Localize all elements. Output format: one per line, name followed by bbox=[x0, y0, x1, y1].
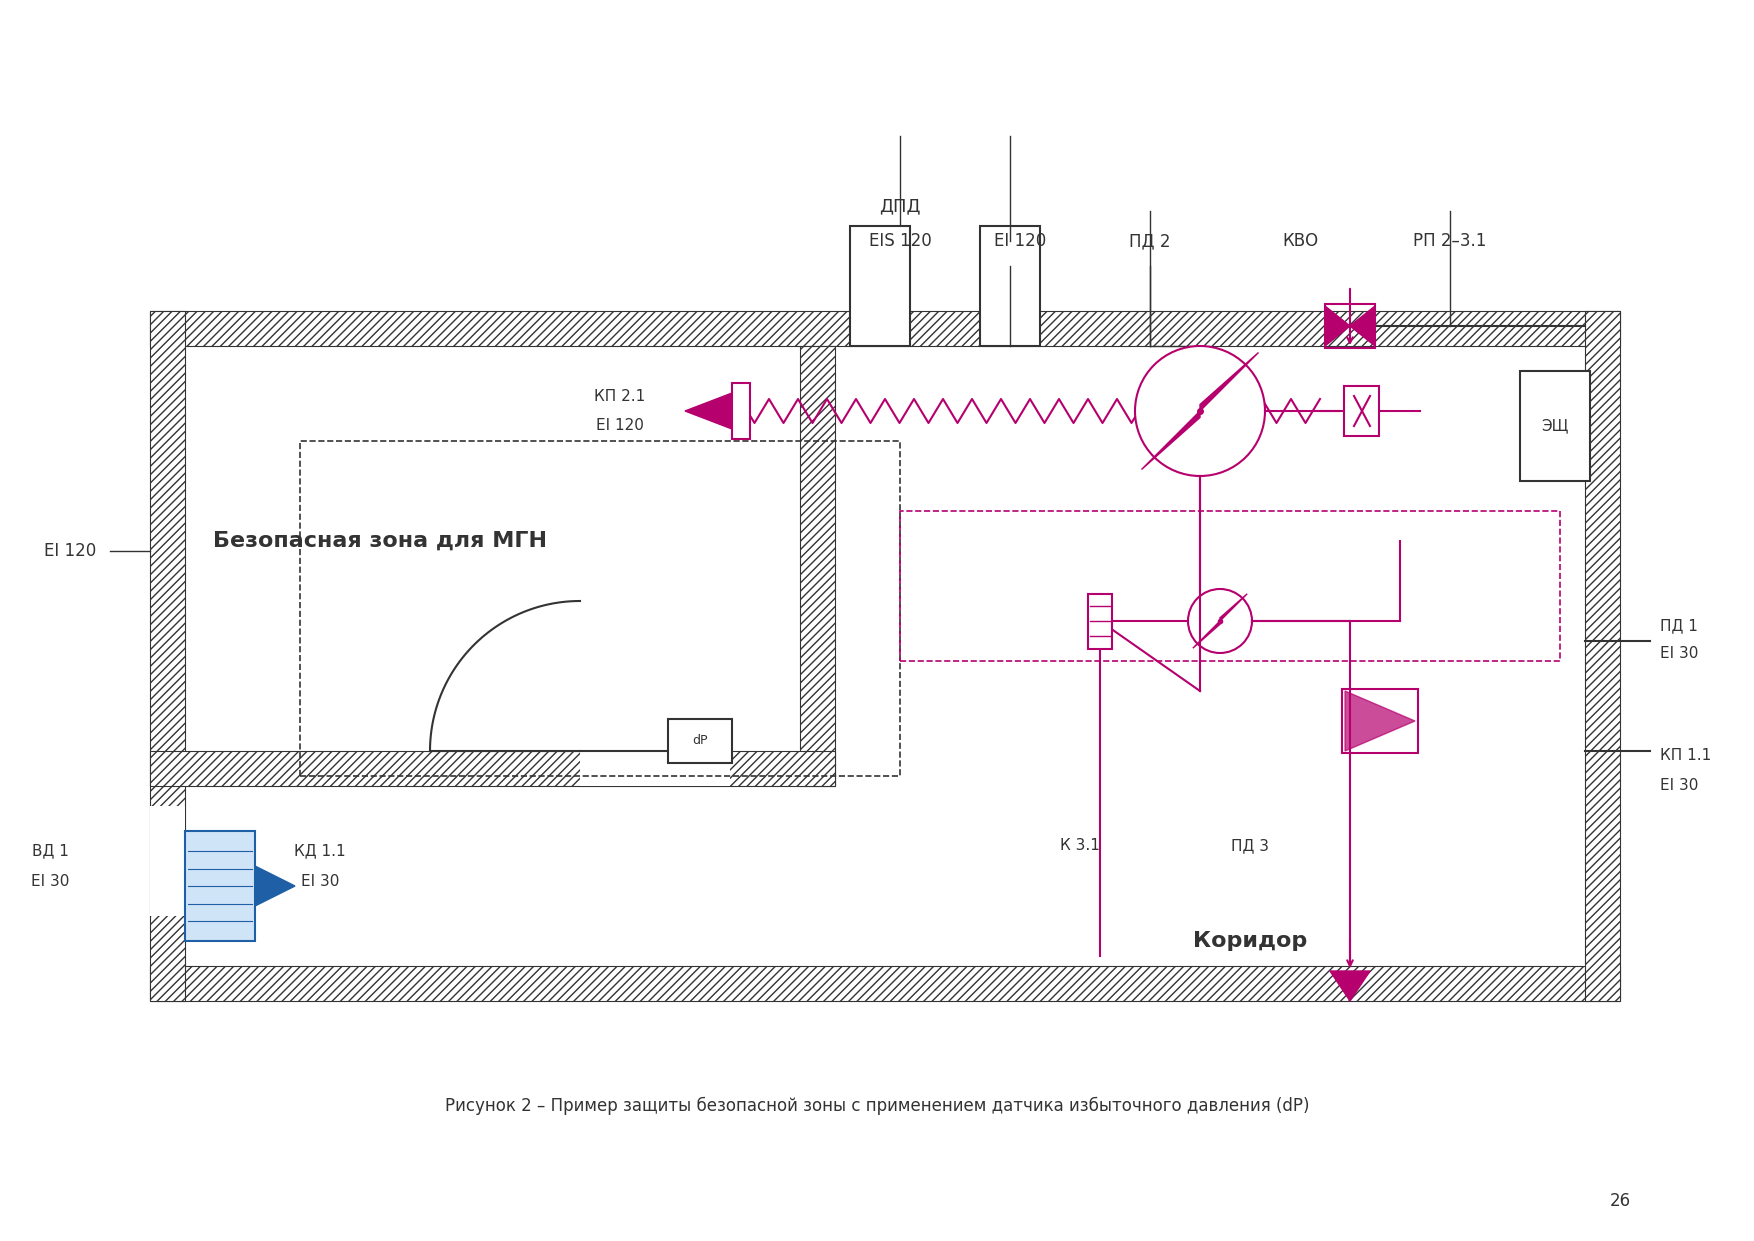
Text: 26: 26 bbox=[1610, 1193, 1631, 1210]
Text: dP: dP bbox=[693, 735, 709, 747]
Polygon shape bbox=[254, 866, 295, 906]
Text: КВО: КВО bbox=[1282, 232, 1317, 249]
Polygon shape bbox=[1142, 411, 1200, 469]
Text: ВД 1: ВД 1 bbox=[32, 844, 68, 859]
Bar bbox=[581, 751, 730, 786]
Polygon shape bbox=[686, 393, 731, 429]
Text: ЭЩ: ЭЩ bbox=[1542, 418, 1568, 433]
Text: EIS 120: EIS 120 bbox=[868, 232, 931, 249]
Text: ПД 3: ПД 3 bbox=[1231, 839, 1268, 854]
Text: Рисунок 2 – Пример защиты безопасной зоны с применением датчика избыточного давл: Рисунок 2 – Пример защиты безопасной зон… bbox=[446, 1097, 1308, 1116]
Bar bbox=[980, 226, 1040, 346]
Bar bbox=[151, 311, 1621, 346]
Bar bbox=[1586, 311, 1621, 1001]
Bar bbox=[184, 831, 254, 941]
Bar bbox=[1342, 689, 1417, 753]
Polygon shape bbox=[1324, 307, 1351, 346]
Text: К 3.1: К 3.1 bbox=[1059, 839, 1100, 854]
Bar bbox=[1324, 304, 1375, 347]
Polygon shape bbox=[1330, 970, 1370, 1001]
Bar bbox=[1521, 371, 1589, 482]
Polygon shape bbox=[1200, 352, 1259, 411]
Text: EI 30: EI 30 bbox=[32, 874, 68, 889]
Text: Коридор: Коридор bbox=[1193, 931, 1307, 951]
Bar bbox=[668, 719, 731, 763]
Polygon shape bbox=[1193, 620, 1221, 648]
Circle shape bbox=[1135, 346, 1265, 477]
Text: EI 30: EI 30 bbox=[302, 874, 339, 889]
Text: Безопасная зона для МГН: Безопасная зона для МГН bbox=[212, 531, 547, 551]
Text: EI 120: EI 120 bbox=[44, 542, 96, 560]
Bar bbox=[1087, 593, 1112, 649]
Text: EI 30: EI 30 bbox=[1659, 778, 1698, 793]
Circle shape bbox=[1187, 589, 1252, 653]
Polygon shape bbox=[1221, 593, 1247, 620]
Text: РП 2–3.1: РП 2–3.1 bbox=[1414, 232, 1487, 249]
Text: EI 30: EI 30 bbox=[1659, 645, 1698, 660]
Text: EI 120: EI 120 bbox=[995, 232, 1045, 249]
Bar bbox=[151, 311, 184, 1001]
Polygon shape bbox=[1351, 307, 1375, 346]
Text: ПД 1: ПД 1 bbox=[1659, 618, 1698, 633]
Text: ПД 2: ПД 2 bbox=[1130, 232, 1170, 249]
Bar bbox=[800, 346, 835, 786]
Text: ДПД: ДПД bbox=[879, 197, 921, 215]
Bar bbox=[851, 226, 910, 346]
Text: КП 1.1: КП 1.1 bbox=[1659, 748, 1712, 763]
Text: КП 2.1: КП 2.1 bbox=[595, 388, 645, 403]
Bar bbox=[151, 805, 184, 916]
Bar bbox=[151, 965, 1621, 1001]
Polygon shape bbox=[1345, 691, 1415, 751]
Bar bbox=[1344, 386, 1379, 436]
Bar bbox=[731, 383, 751, 439]
Text: КД 1.1: КД 1.1 bbox=[295, 844, 346, 859]
Text: EI 120: EI 120 bbox=[596, 418, 644, 433]
Bar bbox=[151, 751, 835, 786]
